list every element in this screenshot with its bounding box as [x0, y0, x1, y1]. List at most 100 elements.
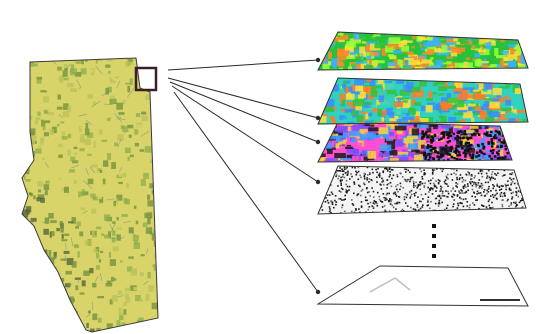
point-mark — [435, 187, 438, 189]
raster-cell — [350, 163, 357, 166]
point-mark — [409, 212, 411, 214]
raster-cell — [415, 67, 426, 70]
point-mark — [462, 213, 464, 214]
map-speck — [116, 320, 121, 326]
point-mark — [467, 185, 469, 187]
raster-cell — [472, 110, 483, 114]
raster-cell — [451, 72, 457, 74]
raster-cell — [334, 158, 339, 162]
raster-cell — [363, 102, 373, 105]
point-mark — [363, 182, 365, 184]
raster-cell — [365, 106, 377, 113]
map-river — [114, 113, 122, 123]
raster-cell — [319, 98, 327, 101]
point-mark — [388, 200, 390, 203]
point-mark — [394, 191, 396, 194]
raster-cell — [319, 125, 324, 129]
map-speck — [36, 79, 42, 84]
point-mark — [339, 179, 342, 182]
raster-cell — [352, 142, 363, 149]
point-mark — [402, 187, 405, 189]
point-mark — [428, 191, 430, 193]
point-mark — [329, 209, 332, 212]
raster-cell — [406, 135, 418, 140]
map-speck — [105, 64, 111, 68]
raster-dark-cell — [458, 153, 462, 157]
raster-cell — [446, 97, 458, 104]
map-speck — [53, 255, 57, 259]
map-speck — [30, 192, 33, 197]
raster-cell — [500, 150, 510, 156]
raster-cell — [504, 153, 512, 161]
point-mark — [464, 184, 466, 186]
map-speck — [62, 89, 67, 92]
raster-cell — [428, 52, 432, 55]
raster-cell — [425, 105, 433, 113]
point-mark — [462, 166, 465, 167]
point-mark — [484, 181, 487, 184]
map-speck — [56, 106, 63, 110]
map-speck — [51, 126, 57, 134]
connector-end — [315, 179, 321, 185]
map-speck — [158, 329, 163, 334]
raster-cell — [452, 71, 458, 77]
point-mark — [481, 184, 484, 187]
raster-dark-cell — [441, 153, 444, 156]
raster-cell — [453, 120, 464, 124]
point-mark — [407, 212, 410, 214]
map-speck — [121, 214, 128, 217]
raster-cell — [511, 151, 512, 156]
raster-cell — [518, 79, 526, 83]
map-speck — [60, 121, 65, 124]
raster-cell — [526, 99, 528, 104]
map-speck — [133, 242, 140, 249]
map-speck — [67, 105, 72, 112]
point-mark — [359, 216, 361, 218]
raster-cell — [521, 123, 528, 124]
raster-cell — [389, 131, 395, 137]
map-speck — [33, 312, 40, 319]
point-mark — [438, 199, 441, 202]
raster-cell — [484, 116, 495, 122]
raster-cell — [424, 71, 431, 79]
point-mark — [402, 215, 404, 217]
map-speck — [87, 94, 93, 99]
raster-cell — [319, 115, 327, 123]
raster-cell — [516, 110, 528, 113]
raster-cell — [448, 71, 454, 74]
point-mark — [442, 213, 445, 214]
map-speck — [36, 288, 44, 294]
raster-cell — [460, 72, 467, 74]
point-mark — [506, 200, 509, 202]
raster-cell — [394, 125, 407, 131]
point-mark — [340, 191, 342, 193]
point-mark — [325, 189, 328, 191]
point-mark — [415, 181, 417, 184]
point-mark — [320, 181, 322, 184]
map-speck — [25, 179, 31, 182]
connector-line — [167, 59, 319, 71]
point-mark — [465, 186, 467, 188]
point-mark — [472, 202, 474, 204]
raster-cell — [478, 78, 490, 83]
raster-cell — [431, 135, 439, 142]
point-mark — [399, 214, 401, 216]
raster-dark-cell — [471, 157, 474, 160]
map-speck — [138, 162, 144, 169]
point-mark — [452, 205, 454, 208]
map-river — [117, 139, 122, 148]
map-speck — [36, 76, 43, 80]
map-speck — [101, 233, 104, 236]
point-mark — [461, 176, 464, 179]
point-mark — [331, 201, 334, 204]
raster-dark-cell — [440, 137, 443, 141]
map-speck — [75, 72, 82, 77]
point-mark — [477, 182, 480, 184]
point-mark — [507, 216, 509, 218]
raster-cell — [402, 63, 409, 67]
map-speck — [70, 68, 77, 76]
point-mark — [419, 207, 422, 210]
point-mark — [403, 168, 406, 171]
point-mark — [453, 172, 455, 174]
